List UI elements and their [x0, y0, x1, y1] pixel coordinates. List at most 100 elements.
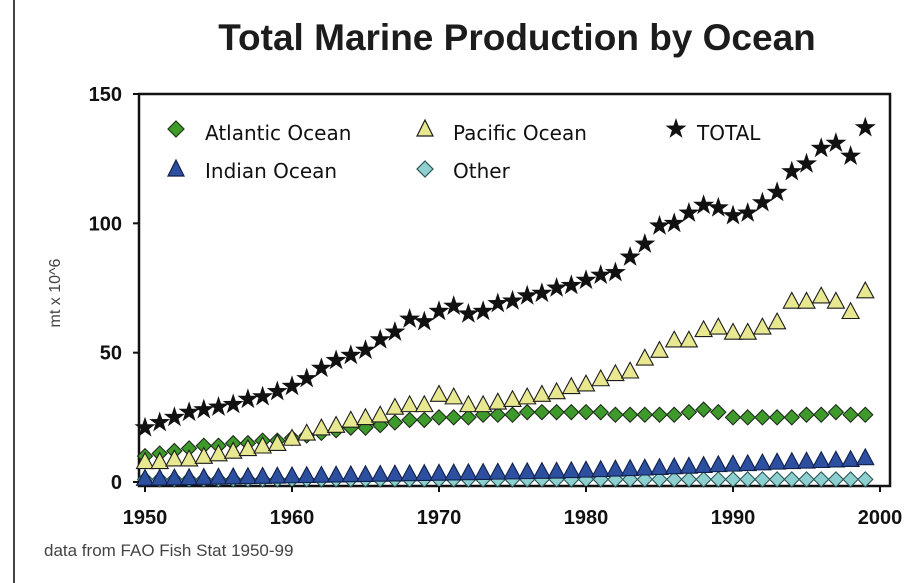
point-total	[134, 416, 156, 437]
point-other	[857, 471, 874, 488]
point-indian-ocean	[694, 455, 714, 473]
point-total	[796, 152, 817, 173]
point-atlantic-ocean	[783, 409, 801, 426]
legend-item-total: TOTAL	[665, 118, 761, 145]
point-other	[812, 471, 830, 488]
point-indian-ocean	[400, 463, 420, 482]
point-total	[472, 300, 494, 321]
series-total	[134, 116, 876, 437]
point-total	[355, 339, 376, 359]
point-indian-ocean	[797, 451, 816, 469]
legend-item-atlantic: Atlantic Ocean	[167, 120, 351, 145]
legend: Atlantic Ocean Pacific Ocean TOTAL India…	[167, 118, 761, 183]
point-atlantic-ocean	[416, 411, 433, 429]
y-axis-label: mt x 10^6	[47, 258, 64, 327]
point-other	[680, 471, 698, 488]
point-atlantic-ocean	[533, 403, 551, 421]
point-total	[369, 328, 391, 349]
point-total	[590, 264, 612, 284]
point-total	[516, 284, 538, 305]
point-indian-ocean	[135, 468, 155, 486]
point-indian-ocean	[841, 449, 861, 468]
point-pacific-ocean	[576, 374, 596, 392]
point-indian-ocean	[150, 468, 170, 486]
point-pacific-ocean	[797, 291, 816, 309]
point-atlantic-ocean	[636, 406, 654, 424]
point-indian-ocean	[708, 454, 728, 473]
y-tick-label: 150	[89, 84, 122, 106]
point-indian-ocean	[664, 456, 684, 475]
point-indian-ocean	[855, 447, 875, 466]
point-total	[737, 202, 759, 222]
point-indian-ocean	[635, 458, 655, 476]
point-total	[310, 357, 332, 378]
point-pacific-ocean	[297, 423, 317, 441]
point-total	[810, 137, 832, 158]
point-pacific-ocean	[414, 394, 434, 413]
point-total	[222, 393, 244, 414]
point-atlantic-ocean	[680, 403, 698, 421]
point-total	[766, 181, 788, 202]
point-pacific-ocean	[532, 384, 552, 402]
point-indian-ocean	[164, 467, 184, 486]
point-pacific-ocean	[811, 286, 831, 304]
point-pacific-ocean	[605, 363, 625, 382]
source-note: data from FAO Fish Stat 1950-99	[44, 541, 293, 560]
point-total	[296, 367, 318, 388]
point-indian-ocean	[826, 450, 846, 468]
point-pacific-ocean	[723, 322, 743, 340]
point-total	[722, 204, 744, 225]
point-total	[428, 300, 450, 321]
point-indian-ocean	[723, 454, 743, 472]
point-atlantic-ocean	[695, 401, 712, 418]
axis-layer: 1950 1960 1970 1980 1990 2000 0 50 100 150	[89, 84, 903, 529]
point-indian-ocean	[238, 466, 258, 485]
point-pacific-ocean	[561, 376, 581, 395]
point-total	[575, 269, 597, 290]
point-indian-ocean	[532, 461, 552, 479]
point-total	[163, 406, 185, 427]
point-indian-ocean	[326, 465, 346, 483]
point-pacific-ocean	[444, 386, 464, 405]
point-pacific-ocean	[694, 319, 714, 338]
y-tick-label: 50	[100, 343, 122, 365]
legend-item-indian: Indian Ocean	[167, 158, 337, 183]
point-indian-ocean	[782, 451, 802, 470]
point-total	[399, 308, 421, 328]
point-atlantic-ocean	[798, 406, 815, 424]
point-pacific-ocean	[782, 291, 802, 309]
point-total	[340, 344, 362, 365]
point-pacific-ocean	[767, 311, 787, 330]
point-atlantic-ocean	[621, 406, 639, 424]
point-pacific-ocean	[473, 394, 493, 413]
x-tick-label: 1950	[123, 507, 168, 529]
point-atlantic-ocean	[724, 409, 742, 426]
point-pacific-ocean	[253, 436, 273, 454]
point-pacific-ocean	[326, 415, 346, 433]
point-total	[487, 292, 509, 313]
point-pacific-ocean	[429, 384, 449, 402]
point-total	[237, 388, 259, 409]
legend-label-pacific: Pacific Ocean	[453, 121, 587, 145]
point-total	[707, 196, 729, 217]
point-pacific-ocean	[679, 330, 699, 348]
point-pacific-ocean	[341, 410, 361, 428]
point-indian-ocean	[385, 464, 405, 482]
point-total	[840, 145, 862, 165]
point-indian-ocean	[576, 460, 596, 478]
point-pacific-ocean	[385, 397, 405, 415]
point-other	[636, 471, 654, 488]
point-total	[325, 349, 347, 370]
point-pacific-ocean	[164, 449, 184, 467]
point-indian-ocean	[517, 461, 537, 480]
point-pacific-ocean	[238, 438, 258, 457]
point-indian-ocean	[473, 462, 493, 480]
point-pacific-ocean	[752, 317, 772, 335]
point-indian-ocean	[194, 467, 214, 485]
point-atlantic-ocean	[386, 414, 404, 431]
legend-marker-indian	[167, 158, 185, 177]
point-atlantic-ocean	[857, 406, 874, 424]
point-indian-ocean	[414, 463, 434, 481]
point-total	[266, 380, 288, 401]
